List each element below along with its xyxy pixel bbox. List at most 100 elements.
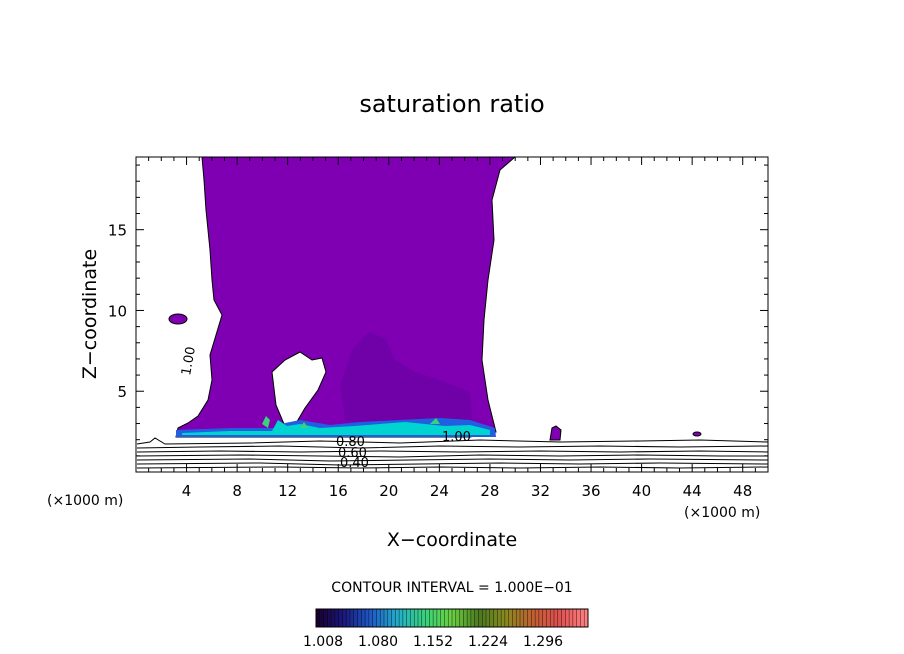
colorbar-swatch: [550, 609, 555, 627]
colorbar-swatch: [557, 609, 563, 627]
colorbar-swatch: [486, 609, 491, 627]
inner-core-region: [340, 332, 472, 425]
x-tick-label: 36: [581, 482, 600, 500]
colorbar-swatch: [350, 609, 355, 627]
colorbar-swatch: [334, 609, 340, 627]
base-layer-cyan: [182, 420, 490, 435]
colorbar-swatch: [414, 609, 419, 627]
x-tick-label: 48: [733, 482, 752, 500]
colorbar-swatch: [565, 609, 570, 627]
colorbar-tick-label: 1.152: [413, 634, 453, 650]
colorbar-tick-label: 1.080: [358, 634, 398, 650]
colorbar-frame: [315, 608, 589, 628]
colorbar-swatch: [554, 609, 559, 627]
chart-title: saturation ratio: [359, 90, 544, 118]
colorbar-swatch: [448, 609, 453, 627]
colorbar-swatch: [346, 609, 351, 627]
colorbar-swatch: [368, 609, 374, 627]
colorbar-swatch: [531, 609, 536, 627]
colorbar-swatch: [391, 609, 396, 627]
colorbar-swatch: [516, 609, 521, 627]
colorbar-swatch: [474, 609, 479, 627]
x-tick-label: 12: [278, 482, 297, 500]
x-tick-label: 28: [480, 482, 499, 500]
colorbar-swatch: [467, 609, 472, 627]
colorbar-swatch: [569, 609, 574, 627]
colorbar-swatch: [493, 609, 498, 627]
colorbar-swatch: [338, 609, 343, 627]
colorbar-swatch: [387, 609, 393, 627]
x-tick-label: 16: [329, 482, 348, 500]
colorbar-swatch: [440, 609, 445, 627]
colorbar-swatch: [372, 609, 377, 627]
colorbar-swatch: [384, 609, 389, 627]
colorbar-swatch: [402, 609, 408, 627]
x-tick-label: 20: [379, 482, 398, 500]
x-axis-label: X−coordinate: [387, 529, 517, 551]
colorbar-swatch: [331, 609, 336, 627]
colorbar-swatch: [584, 609, 589, 627]
colorbar-swatch: [478, 609, 483, 627]
plot-area: 1.00 0.80 0.60 0.40 1.00: [135, 156, 769, 473]
y-tick-label: 15: [108, 222, 127, 240]
colorbar-tick-label: 1.224: [468, 634, 508, 650]
small-cloud-blob: [168, 313, 188, 325]
contour-lines: [136, 437, 769, 469]
colorbar-swatch: [429, 609, 434, 627]
small-cloud-blob: [692, 431, 702, 437]
colorbar-swatch: [520, 609, 525, 627]
y-tick-label: 10: [108, 302, 127, 320]
colorbar-swatch: [535, 609, 540, 627]
colorbar-swatch: [482, 609, 487, 627]
colorbar: [315, 608, 589, 628]
colorbar-swatch: [572, 609, 578, 627]
colorbar-swatch: [542, 609, 547, 627]
colorbar-swatch: [316, 609, 321, 627]
x-tick-label: 24: [430, 482, 449, 500]
colorbar-swatch: [353, 609, 359, 627]
contour-label: 0.80: [336, 435, 365, 450]
colorbar-swatch: [380, 609, 385, 627]
colorbar-swatch: [523, 609, 529, 627]
colorbar-swatch: [504, 609, 510, 627]
colorbar-swatch: [327, 609, 332, 627]
colorbar-tick-label: 1.008: [303, 634, 343, 650]
colorbar-swatch: [459, 609, 464, 627]
colorbar-swatch: [489, 609, 495, 627]
colorbar-swatch: [508, 609, 513, 627]
contour-interval-text: CONTOUR INTERVAL = 1.000E−01: [331, 580, 572, 596]
x-tick-label: 32: [531, 482, 550, 500]
y-axis: 5 10 15: [108, 164, 768, 457]
colorbar-swatch: [342, 609, 347, 627]
colorbar-swatch: [546, 609, 551, 627]
y-tick-label: 5: [117, 383, 127, 401]
colorbar-swatch: [470, 609, 476, 627]
colorbar-swatch: [376, 609, 381, 627]
colorbar-swatch: [436, 609, 442, 627]
colorbar-swatch: [425, 609, 430, 627]
x-tick-label: 8: [232, 482, 242, 500]
colorbar-swatch: [319, 609, 325, 627]
colorbar-swatch: [323, 609, 328, 627]
colorbar-swatch: [580, 609, 585, 627]
colorbar-swatch: [357, 609, 362, 627]
colorbar-swatch: [410, 609, 415, 627]
y-axis-unit: (×1000 m): [47, 493, 123, 509]
colorbar-swatch: [501, 609, 506, 627]
contour-label: 1.00: [442, 430, 471, 445]
colorbar-swatch: [418, 609, 423, 627]
colorbar-tick-label: 1.296: [523, 634, 563, 650]
colorbar-tick-labels: 1.008 1.080 1.152 1.224 1.296: [303, 634, 563, 650]
colorbar-swatch: [361, 609, 366, 627]
x-tick-label: 40: [632, 482, 651, 500]
colorbar-swatch: [512, 609, 517, 627]
colorbar-swatch: [399, 609, 404, 627]
x-tick-label: 4: [182, 482, 192, 500]
contour-label: 0.60: [338, 446, 367, 461]
colorbar-swatch: [463, 609, 468, 627]
colorbar-swatch: [497, 609, 502, 627]
x-axis: 4 8 12 16 20 24 28 32 36 40 44 48: [148, 157, 756, 500]
colorbar-swatch: [576, 609, 581, 627]
contour-label: 1.00: [179, 346, 199, 377]
